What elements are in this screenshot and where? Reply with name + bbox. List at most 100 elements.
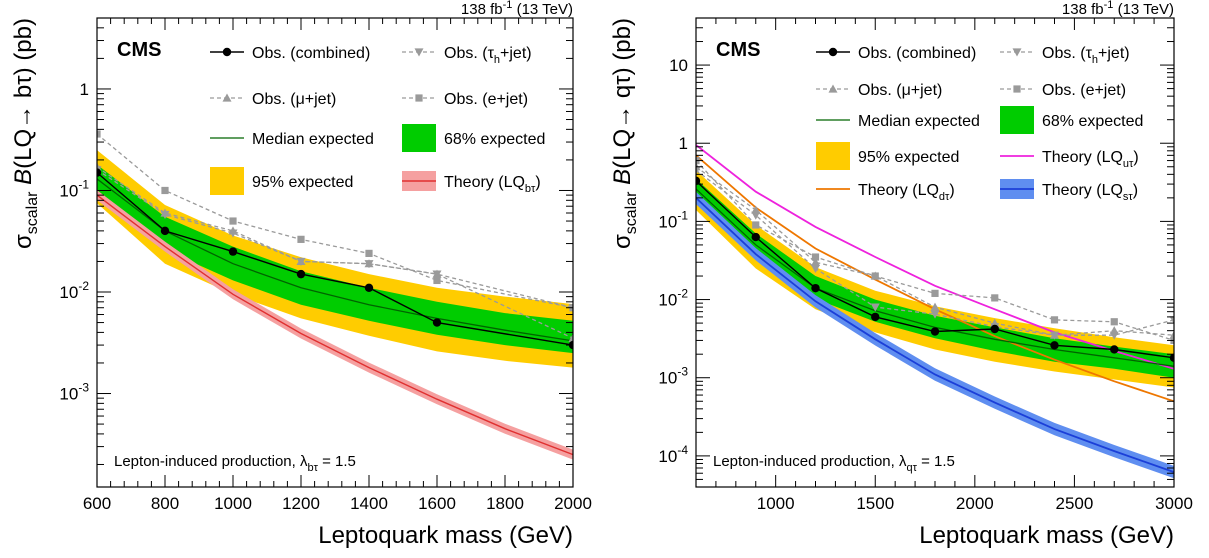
legend-marker	[1013, 85, 1021, 93]
obs_mu-point	[568, 333, 573, 342]
legend-label: Theory (LQuτ)	[1042, 149, 1139, 170]
y-tick-label: 10-2	[59, 279, 89, 302]
legend-label: Obs. (combined)	[858, 45, 976, 62]
x-tick-label: 1200	[282, 494, 320, 513]
plot-area	[696, 144, 1174, 479]
y-tick-label: 10	[669, 56, 688, 75]
obs_e-point	[161, 186, 169, 195]
legend-label: Obs. (τh+jet)	[1042, 45, 1130, 66]
y-tick-label: 10-2	[658, 287, 688, 310]
legend-swatch	[402, 124, 436, 152]
legend-label: Obs. (e+jet)	[444, 91, 528, 108]
obs_e-point	[752, 221, 760, 229]
legend-marker	[828, 47, 838, 57]
legend-marker	[222, 93, 232, 102]
y-tick-label: 1	[679, 134, 688, 153]
legend-theory_s: Theory (LQsτ)	[1000, 179, 1138, 203]
obs_mu-point	[1169, 330, 1174, 339]
x-tick-label: 2000	[956, 494, 994, 513]
obs_combined-point	[696, 176, 701, 186]
legend-marker	[222, 47, 232, 57]
obs_combined-point	[811, 283, 820, 293]
y-tick-label: 10-1	[658, 208, 688, 231]
obs_combined-point	[751, 232, 760, 242]
obs_tau-point	[1050, 331, 1059, 340]
obs_tau-point	[364, 260, 374, 269]
expected-band68	[97, 164, 573, 354]
obs_e-point	[229, 217, 237, 225]
obs_combined-point	[930, 327, 940, 336]
obs_combined-point	[97, 168, 102, 177]
obs_combined-point	[1050, 341, 1059, 350]
legend-band95: 95% expected	[816, 142, 959, 170]
chart-panel-2: 1000 1500 2000 2500 3000 10 1 10-1 10-2 10-3 10-4 C…	[609, 0, 1193, 549]
theory_b-uncertainty-band	[97, 190, 573, 460]
luminosity-label: 138 fb-1 (13 TeV)	[1062, 0, 1174, 18]
legend-band95: 95% expected	[210, 167, 353, 195]
legend-label: 68% expected	[1042, 113, 1143, 130]
obs_mu-point	[930, 302, 940, 311]
obs_combined-point	[296, 269, 306, 279]
x-tick-label: 1800	[486, 494, 524, 513]
legend-obs_combined: Obs. (combined)	[210, 45, 370, 62]
legend-label: Theory (LQbτ)	[444, 174, 541, 195]
legend-label: Median expected	[858, 113, 980, 130]
x-axis-label: Leptoquark mass (GeV)	[919, 522, 1174, 549]
median-line	[97, 178, 573, 342]
theory_s-uncertainty-band	[696, 191, 1174, 479]
x-tick-label: 800	[151, 494, 179, 513]
legend-obs_combined: Obs. (combined)	[816, 45, 976, 62]
annotation: Lepton-induced production, λqτ = 1.5	[713, 453, 955, 474]
obs_e-point	[991, 294, 999, 302]
legend-median: Median expected	[816, 113, 980, 130]
legend-swatch	[1000, 106, 1034, 134]
legend-marker	[828, 84, 838, 93]
legend-theory_d: Theory (LQdτ)	[816, 182, 955, 203]
obs_e-point	[811, 253, 820, 261]
legend-label: Theory (LQdτ)	[858, 182, 955, 203]
legend-marker	[1012, 48, 1022, 57]
obs_combined-point	[364, 283, 374, 292]
legend-marker	[415, 94, 423, 102]
obs_e-point	[297, 235, 305, 243]
obs_combined-point	[871, 312, 880, 322]
legend-obs_tau: Obs. (τh+jet)	[402, 45, 532, 66]
obs_combined-point	[160, 226, 170, 236]
legend-obs_mu: Obs. (μ+jet)	[816, 82, 942, 99]
legend-median: Median expected	[210, 131, 374, 148]
obs_tau-point	[930, 310, 940, 319]
x-tick-label: 1600	[418, 494, 456, 513]
legend-swatch	[816, 142, 850, 170]
x-axis-label: Leptoquark mass (GeV)	[318, 522, 573, 549]
obs_combined-point	[432, 318, 442, 327]
obs_tau-point	[97, 166, 102, 175]
obs_e-point	[365, 249, 373, 257]
legend-marker	[414, 48, 424, 57]
legend-label: Obs. (μ+jet)	[252, 91, 336, 108]
obs_tau-point	[160, 210, 170, 219]
legend-label: 95% expected	[858, 149, 959, 166]
annotation: Lepton-induced production, λbτ = 1.5	[114, 453, 356, 474]
legend-obs_e: Obs. (e+jet)	[402, 91, 528, 108]
obs_tau-point	[811, 264, 820, 273]
obs_e-point	[433, 276, 441, 285]
obs_combined-point	[1110, 345, 1119, 354]
y-axis-label: σscalar B(LQ→ bτ) (pb)	[10, 18, 41, 249]
theory_b-line	[97, 194, 573, 456]
y-tick-label: 10-4	[658, 443, 688, 466]
legend-obs_tau: Obs. (τh+jet)	[1000, 45, 1130, 66]
y-tick-label: 1	[80, 80, 89, 99]
y-tick-label: 10-3	[658, 365, 688, 388]
legend-band68: 68% expected	[402, 124, 545, 152]
x-tick-label: 1000	[757, 494, 795, 513]
legend-band68: 68% expected	[1000, 106, 1143, 134]
x-tick-label: 1400	[350, 494, 388, 513]
x-tick-label: 2000	[554, 494, 592, 513]
obs_e-point	[931, 289, 939, 297]
obs_tau-point	[870, 303, 880, 312]
legend-label: 95% expected	[252, 174, 353, 191]
obs_e-point	[1110, 318, 1118, 326]
luminosity-label: 138 fb-1 (13 TeV)	[461, 0, 573, 18]
